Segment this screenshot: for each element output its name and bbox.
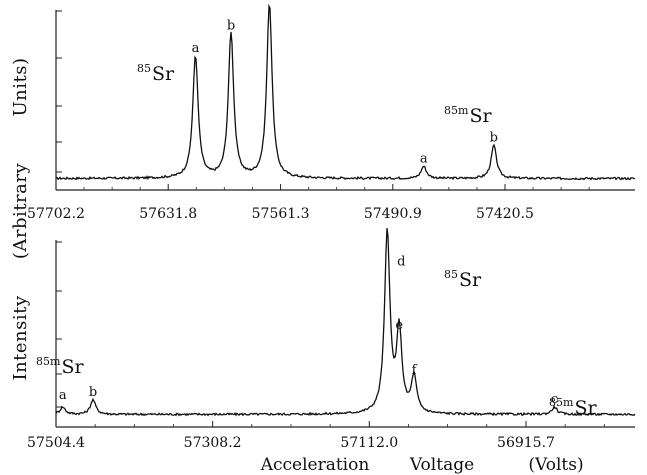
y-label-word-1: Intensity <box>10 295 31 380</box>
x-tick-label: 57631.8 <box>139 206 197 222</box>
x-label-word-2: Voltage <box>409 455 474 475</box>
peak-label: b <box>89 385 97 400</box>
peak-label: a <box>192 41 200 56</box>
y-label-word-2: (Arbitrary <box>10 163 31 260</box>
x-tick-label: 57561.3 <box>252 206 310 222</box>
peak-label: e <box>395 318 403 333</box>
x-tick-label: 57112.0 <box>340 435 398 451</box>
isotope-annotation: 85mSr <box>444 104 492 127</box>
peak-label: b <box>227 18 235 33</box>
isotope-annotation: 85Sr <box>444 268 482 291</box>
peak-label: c <box>266 0 273 4</box>
x-tick-label: 57490.9 <box>364 206 422 222</box>
top-panel: 57702.2 57631.8 57561.3 57490.9 57420.5 a b c a b… <box>27 0 636 222</box>
x-tick-label: 57308.2 <box>184 435 242 451</box>
bottom-panel: 57504.4 57308.2 57112.0 56915.7 a b d e f c 85Sr 85… <box>27 228 636 451</box>
peak-label: c <box>551 392 558 407</box>
x-tick-label: 56915.7 <box>497 435 555 451</box>
x-tick-label: 57702.2 <box>27 206 85 222</box>
peak-label: a <box>59 388 67 403</box>
x-tick-label: 57420.5 <box>476 206 534 222</box>
peak-label: a <box>420 151 428 166</box>
peak-label: f <box>412 363 418 378</box>
isotope-annotation: 85mSr <box>36 355 84 378</box>
x-tick-label: 57504.4 <box>27 435 85 451</box>
isotope-annotation: 85mSr <box>549 396 597 419</box>
y-axis-label: Intensity (Arbitrary Units) <box>10 57 31 380</box>
x-label-word-3: (Volts) <box>528 455 583 475</box>
spectrum-trace <box>56 3 636 181</box>
y-label-word-3: Units) <box>10 57 31 116</box>
peak-label: b <box>490 130 498 145</box>
peak-label: d <box>397 254 405 269</box>
isotope-annotation: 85Sr <box>137 62 175 85</box>
x-label-word-1: Acceleration <box>260 455 370 475</box>
spectrum-trace <box>55 228 636 417</box>
